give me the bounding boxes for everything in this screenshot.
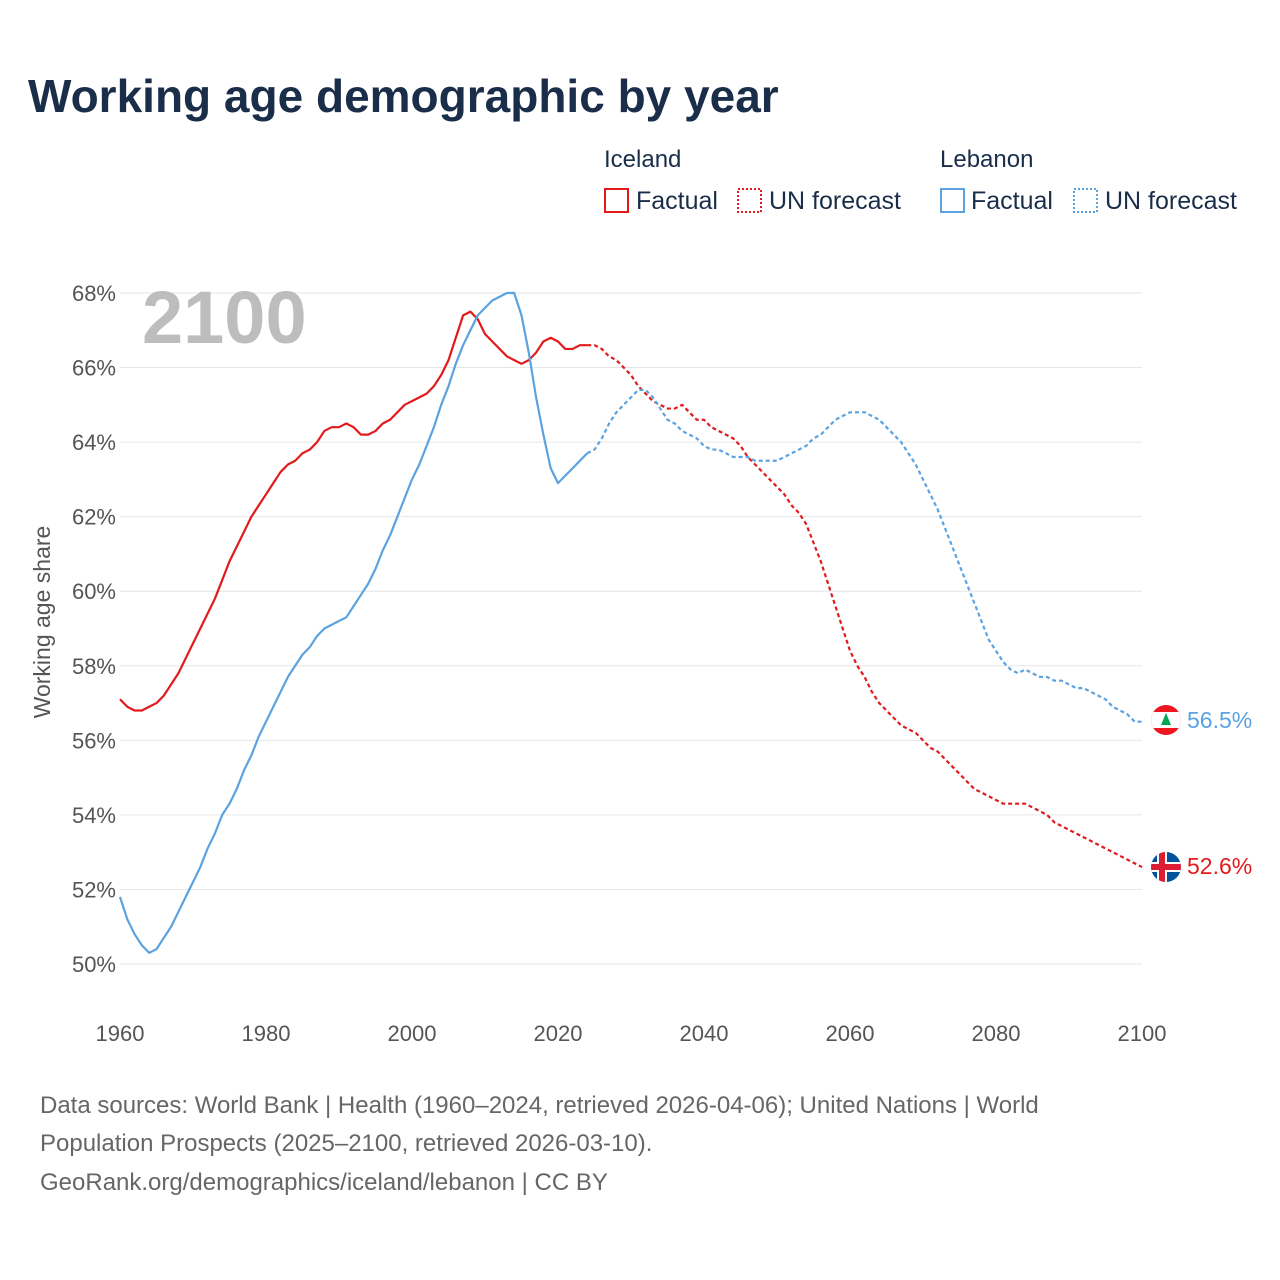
x-tick-label: 1980 — [242, 1021, 291, 1046]
y-axis-ticks: 50% 52% 54% 56% 58% 60% 62% 64% 66% 68% — [72, 281, 116, 977]
iceland-flag-icon — [1151, 852, 1181, 882]
source-line-2: Population Prospects (2025–2100, retriev… — [40, 1130, 652, 1157]
legend-iceland-factual-swatch — [604, 188, 629, 213]
legend: Iceland Factual UN forecast Lebanon Fact… — [604, 146, 1237, 215]
iceland-factual-line — [119, 310, 588, 712]
legend-iceland-forecast-swatch — [737, 188, 762, 213]
year-watermark: 2100 — [142, 276, 307, 359]
legend-group-lebanon-title: Lebanon — [940, 146, 1033, 173]
x-axis-ticks: 1960 1980 2000 2020 2040 2060 2080 2100 — [96, 1021, 1167, 1046]
legend-lebanon-forecast-swatch — [1073, 188, 1098, 213]
legend-iceland-forecast-label: UN forecast — [769, 187, 901, 215]
legend-lebanon-factual-swatch — [940, 188, 965, 213]
iceland-forecast-line — [587, 344, 1143, 869]
series — [118, 291, 1143, 954]
grid — [120, 292, 1142, 965]
y-tick-label: 66% — [72, 356, 116, 381]
lebanon-end-label: 56.5% — [1187, 707, 1252, 733]
y-tick-label: 68% — [72, 281, 116, 306]
y-axis-label: Working age share — [29, 526, 55, 719]
x-tick-label: 2060 — [826, 1021, 875, 1046]
lebanon-forecast-line — [586, 388, 1142, 723]
source-line-3: GeoRank.org/demographics/iceland/lebanon… — [40, 1169, 608, 1196]
legend-lebanon-forecast-label: UN forecast — [1105, 187, 1237, 215]
x-tick-label: 2020 — [534, 1021, 583, 1046]
legend-iceland-factual-label: Factual — [636, 187, 718, 215]
x-tick-label: 2000 — [388, 1021, 437, 1046]
x-tick-label: 1960 — [96, 1021, 145, 1046]
legend-lebanon-factual-label: Factual — [971, 187, 1053, 215]
chart-title: Working age demographic by year — [28, 70, 779, 122]
source-line-1: Data sources: World Bank | Health (1960–… — [40, 1092, 1039, 1119]
lebanon-factual-line — [118, 291, 588, 954]
y-tick-label: 60% — [72, 579, 116, 604]
lebanon-flag-icon — [1151, 705, 1181, 735]
x-tick-label: 2100 — [1118, 1021, 1167, 1046]
legend-group-iceland-title: Iceland — [604, 146, 681, 173]
y-tick-label: 56% — [72, 728, 116, 753]
y-tick-label: 54% — [72, 803, 116, 828]
y-tick-label: 50% — [72, 952, 116, 977]
y-tick-label: 62% — [72, 505, 116, 530]
y-tick-label: 52% — [72, 877, 116, 902]
y-tick-label: 64% — [72, 430, 116, 455]
x-tick-label: 2080 — [972, 1021, 1021, 1046]
x-tick-label: 2040 — [680, 1021, 729, 1046]
y-tick-label: 58% — [72, 654, 116, 679]
iceland-end-label: 52.6% — [1187, 853, 1252, 879]
